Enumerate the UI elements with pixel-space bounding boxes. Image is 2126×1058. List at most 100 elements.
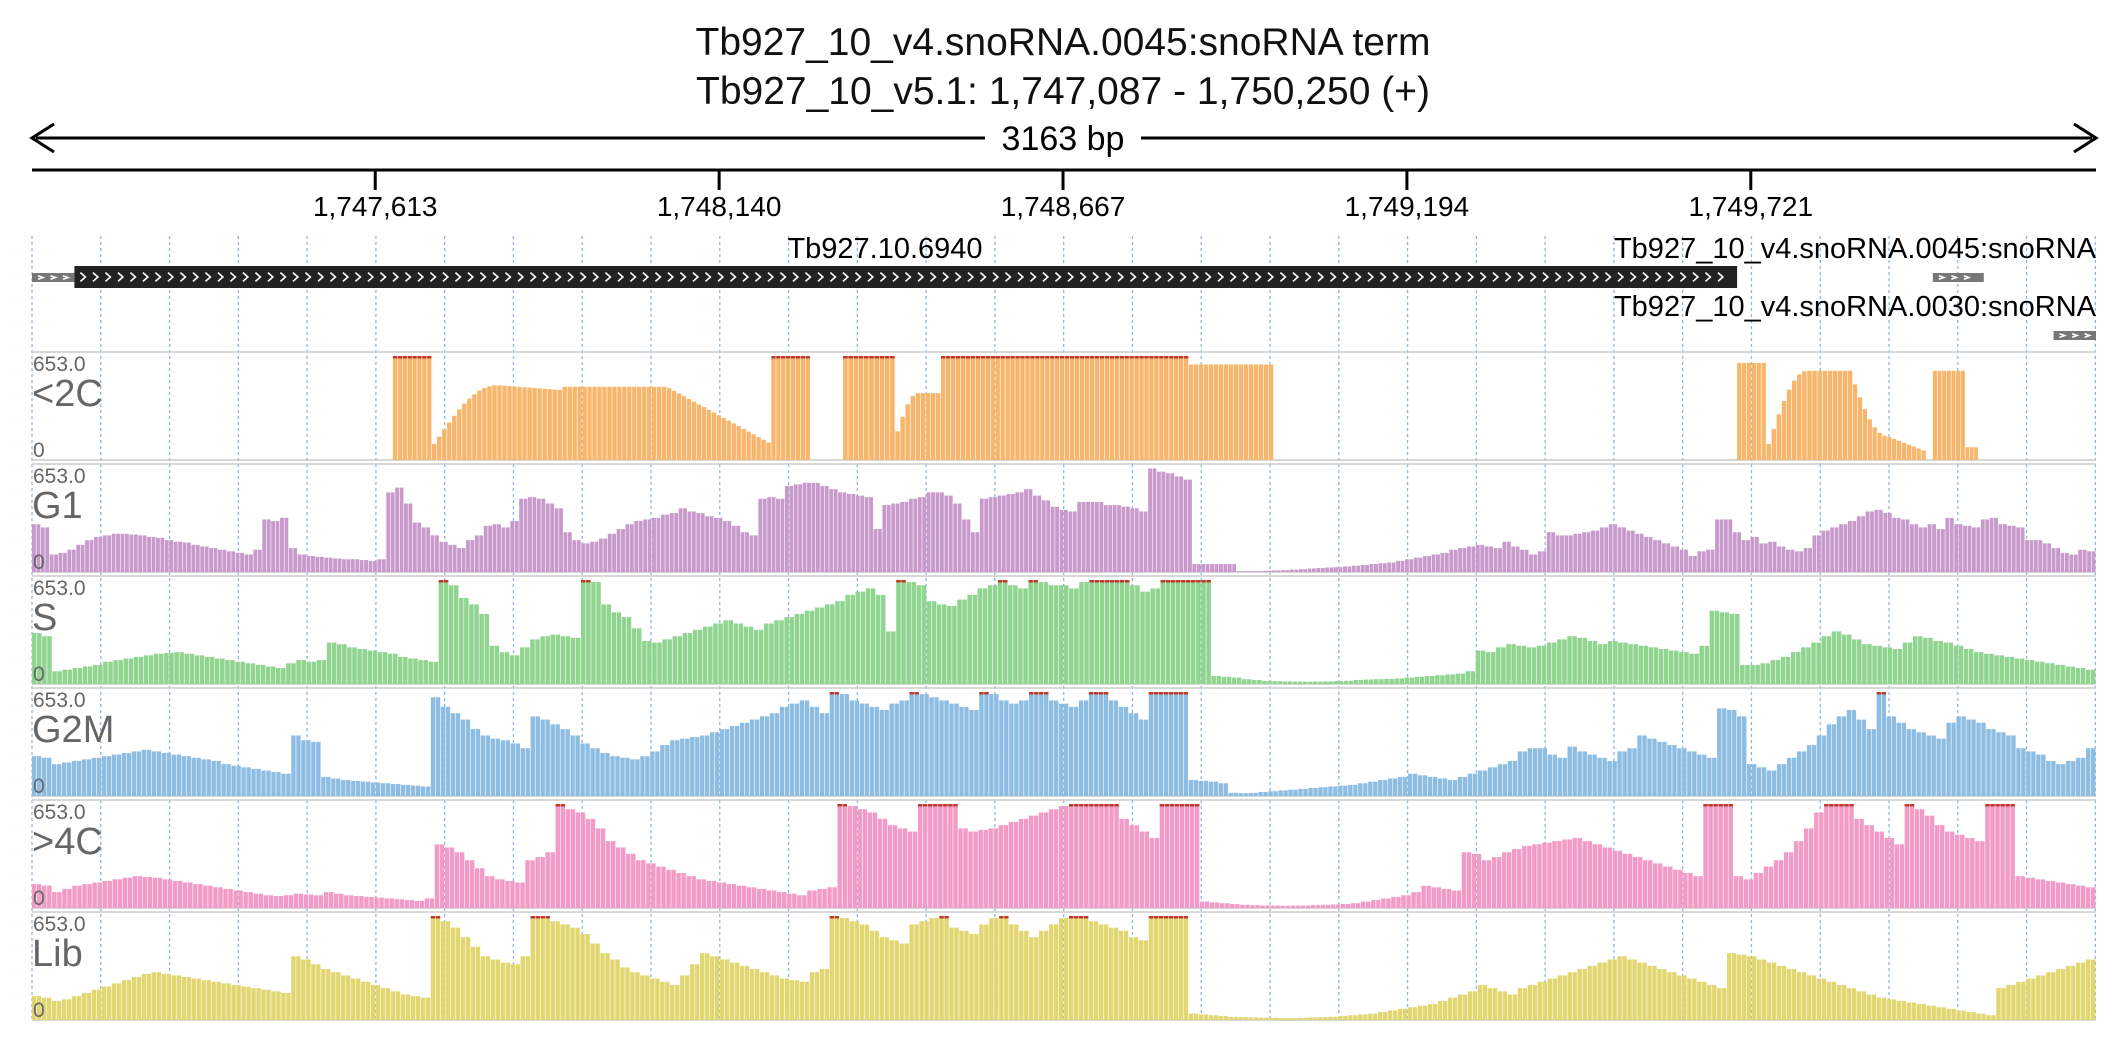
coverage-bar (2090, 887, 2096, 908)
coverage-bar (1750, 536, 1755, 572)
coverage-bar (715, 956, 720, 1020)
coverage-bar (1481, 860, 1487, 908)
coverage-bar (525, 748, 530, 796)
coverage-bar (910, 396, 916, 460)
coverage-bar (1386, 898, 1391, 908)
coverage-bar (350, 559, 355, 572)
coverage-bar (1241, 571, 1245, 572)
coverage-bar (978, 829, 983, 908)
coverage-bar (1892, 517, 1897, 572)
coverage-bar (1214, 564, 1219, 572)
coverage-bar (909, 924, 914, 1020)
axis-tick-label: 1,748,140 (657, 191, 782, 222)
coverage-bar (1203, 780, 1208, 796)
coverage-bar (1285, 905, 1290, 908)
coverage-bar (1537, 981, 1543, 1020)
coverage-bar (1692, 751, 1697, 796)
strand-arrow (192, 271, 200, 283)
coverage-bar (1218, 783, 1223, 796)
coverage-bar (1023, 588, 1028, 684)
coverage-bar (600, 752, 605, 796)
coverage-bar (1522, 845, 1527, 908)
coverage-bar (1323, 787, 1328, 796)
coverage-bar (746, 887, 752, 908)
coverage-bar (706, 409, 712, 460)
coverage-bar (1812, 535, 1817, 572)
coverage-bar (1582, 969, 1587, 1020)
coverage-bar (1462, 548, 1467, 572)
coverage-bar (1288, 789, 1293, 796)
coverage-bar (1892, 438, 1897, 460)
coverage-bar (1986, 729, 1991, 796)
coverage-bar (1526, 647, 1532, 684)
clip-marker (829, 692, 835, 695)
coverage-bar (1811, 975, 1817, 1020)
coverage-bar (1879, 831, 1884, 908)
coverage-bar (369, 896, 374, 908)
coverage-bar (809, 610, 815, 684)
strand-arrow (1951, 274, 1959, 281)
coverage-bar (42, 636, 47, 684)
coverage-bar (723, 620, 728, 684)
coverage-bar (1803, 548, 1808, 572)
coverage-bar (941, 604, 947, 684)
coverage-bar (1996, 732, 2001, 796)
coverage-bar (1471, 546, 1476, 572)
coverage-bar (1679, 652, 1684, 684)
coverage-bar (696, 513, 701, 572)
coverage-bar (1183, 692, 1189, 796)
coverage-bar (1243, 1017, 1248, 1020)
coverage-bar (1715, 519, 1719, 572)
coverage-bar (565, 729, 570, 796)
coverage-bar (1938, 640, 1943, 684)
coverage-bar (447, 422, 452, 460)
coverage-bar (1960, 834, 1965, 908)
coverage-bar (1688, 872, 1693, 908)
coverage-bar (137, 876, 143, 908)
coverage-bar (1018, 818, 1024, 908)
coverage-bar (1412, 773, 1418, 796)
coverage-bar (1089, 804, 1094, 908)
coverage-bar (233, 890, 238, 908)
coverage-bar (560, 636, 566, 684)
coverage-bar (1901, 722, 1906, 796)
coverage-bar (213, 548, 218, 572)
coverage-bar (2051, 548, 2056, 572)
span-arrow-right (2073, 122, 2099, 154)
coverage-bar (953, 503, 958, 572)
coverage-bar (984, 498, 989, 572)
coverage-bar (630, 972, 635, 1020)
coverage-bar (424, 898, 430, 908)
coverage-bar (1358, 783, 1363, 796)
coverage-bar (759, 716, 765, 796)
coverage-bar (1626, 530, 1631, 572)
coverage-bar (311, 556, 315, 572)
coverage-bar (1140, 591, 1145, 684)
coverage-bar (1280, 905, 1285, 908)
coverage-bar (2041, 754, 2046, 796)
coverage-bar (47, 885, 52, 908)
coverage-bar (1688, 556, 1693, 572)
coverage-bar (895, 503, 900, 572)
coverage-bar (1607, 760, 1612, 796)
coverage-bar (1260, 905, 1265, 908)
strand-arrow (1554, 271, 1562, 283)
coverage-bar (1552, 642, 1557, 684)
coverage-bar (1300, 905, 1306, 908)
coverage-bar (1702, 754, 1707, 796)
clip-marker (1876, 692, 1882, 695)
coverage-bar (1338, 785, 1343, 796)
coverage-bar (1602, 962, 1607, 1020)
coverage-bar (86, 759, 92, 796)
coverage-bar (1872, 645, 1877, 684)
coverage-bar (407, 356, 412, 460)
coverage-bar (1677, 748, 1682, 796)
coverage-bar (204, 546, 209, 572)
coverage-bar (1447, 780, 1453, 796)
coverage-bar (382, 652, 388, 684)
strand-arrow (792, 271, 800, 283)
coverage-bar (354, 896, 359, 908)
coverage-bar (156, 751, 162, 796)
coverage-bar (1413, 557, 1418, 572)
clip-marker (1178, 916, 1184, 919)
